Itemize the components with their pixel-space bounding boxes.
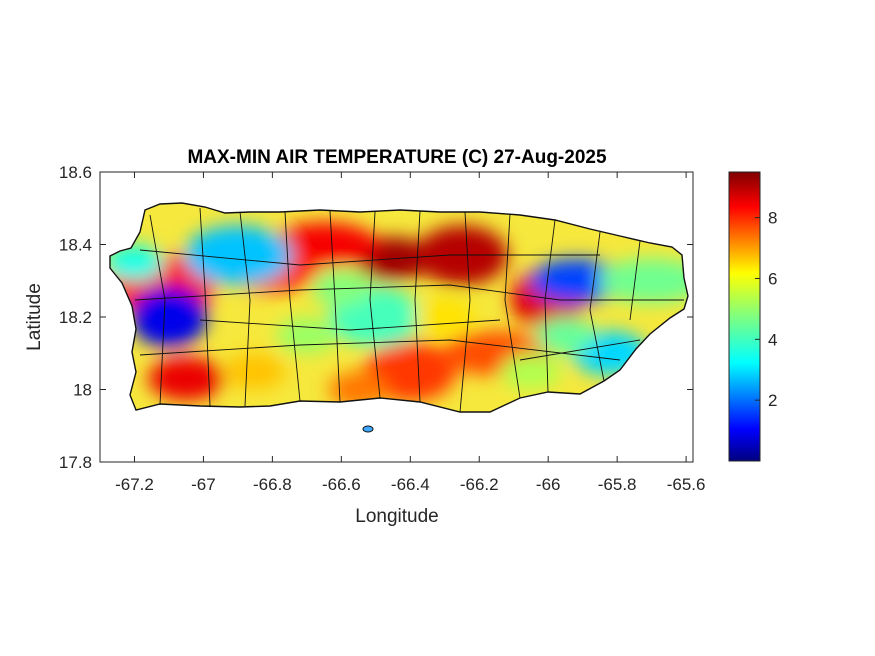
municipality-border — [149, 214, 166, 406]
colorbar-tick-label: 2 — [768, 391, 777, 410]
x-axis-label: Longitude — [355, 506, 438, 527]
municipality-border — [134, 284, 684, 301]
x-tick-label: -67 — [191, 475, 216, 494]
y-axis: 18.6 18.4 18.2 18 17.8 — [59, 163, 693, 472]
x-tick-label: -66 — [536, 475, 561, 494]
x-tick-label: -66.2 — [460, 475, 499, 494]
x-tick-label: -65.6 — [667, 475, 706, 494]
x-tick-label: -65.8 — [598, 475, 637, 494]
colorbar-tick-label: 8 — [768, 209, 777, 228]
colorbar-ticks: 8 6 4 2 — [755, 209, 777, 410]
island-coastline — [109, 202, 689, 413]
colorbar-tick-label: 6 — [768, 269, 777, 288]
municipality-border — [239, 211, 251, 407]
x-tick-label: -67.2 — [115, 475, 154, 494]
colorbar-tick-label: 4 — [768, 330, 777, 349]
municipality-border — [414, 210, 421, 403]
municipality-borders — [134, 207, 684, 413]
y-tick-label: 18.4 — [59, 236, 92, 255]
temperature-patch — [183, 225, 292, 286]
municipality-border — [139, 249, 600, 266]
municipality-border — [369, 211, 381, 399]
temperature-patch — [148, 356, 225, 401]
temperature-field — [110, 203, 688, 412]
municipality-border — [329, 210, 341, 403]
temperature-patch — [130, 287, 207, 347]
y-tick-label: 17.8 — [59, 453, 92, 472]
colorbar — [728, 171, 761, 462]
municipality-border — [629, 240, 641, 321]
y-axis-label: Latitude — [24, 283, 45, 351]
caja-de-muertos-island — [362, 425, 374, 433]
temperature-patch — [414, 299, 475, 335]
municipality-border — [519, 339, 641, 361]
x-axis: -67.2 -67 -66.8 -66.6 -66.4 -66.2 -66 -65.8 -65.… — [115, 172, 705, 494]
x-tick-label: -66.4 — [391, 475, 430, 494]
map-title: MAX-MIN AIR TEMPERATURE (C) 27-Aug-2025 — [187, 147, 607, 168]
temperature-patch — [110, 244, 165, 281]
municipality-border — [544, 219, 556, 393]
municipality-border — [459, 211, 471, 413]
temperature-patch — [500, 353, 561, 390]
municipality-border — [504, 213, 521, 399]
municipality-border — [284, 211, 301, 402]
y-tick-label: 18.6 — [59, 163, 92, 182]
temperature-patch — [529, 258, 622, 303]
temperature-patch — [311, 270, 372, 306]
temperature-patch — [225, 353, 286, 390]
temperature-patch — [276, 317, 337, 354]
municipality-border — [139, 339, 621, 361]
municipality-border — [199, 319, 501, 331]
x-tick-label: -66.6 — [322, 475, 361, 494]
temperature-patch — [535, 317, 596, 354]
temperature-patch — [597, 258, 688, 303]
y-tick-label: 18.2 — [59, 308, 92, 327]
x-tick-label: -66.8 — [253, 475, 292, 494]
y-tick-label: 18 — [73, 381, 92, 400]
municipality-border — [199, 207, 211, 407]
